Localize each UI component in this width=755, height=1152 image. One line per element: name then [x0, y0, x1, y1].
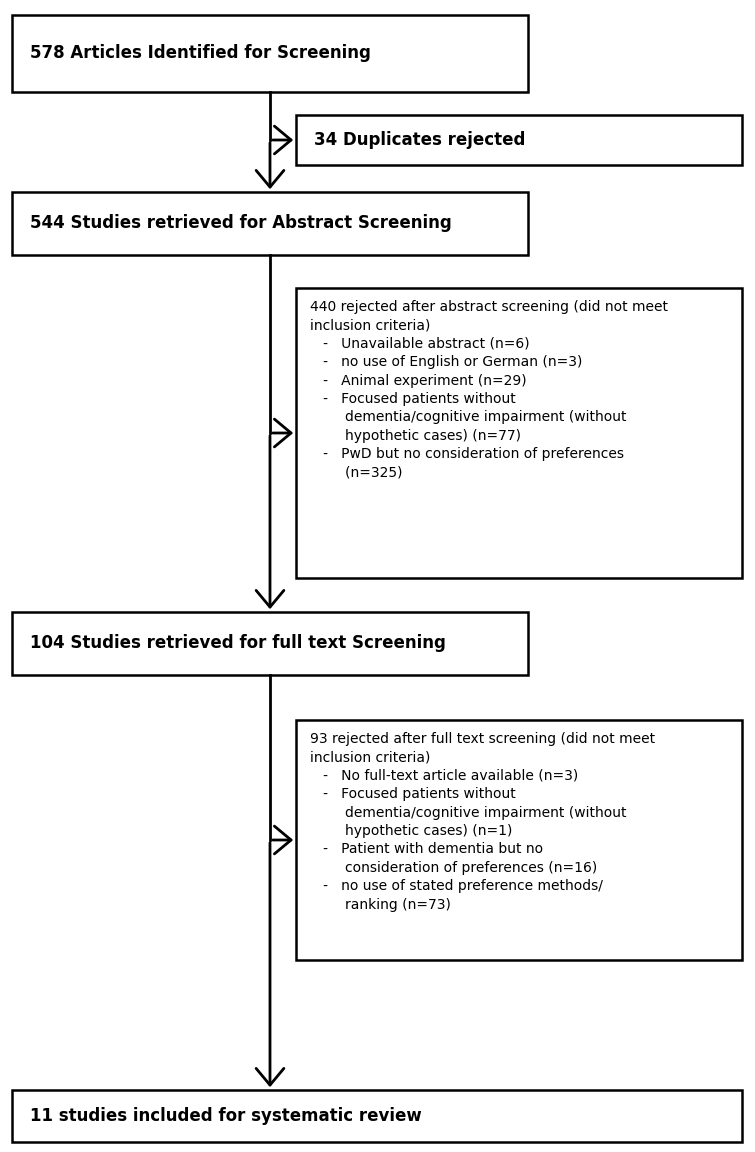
Bar: [12, 612, 528, 675]
Text: 544 Studies retrieved for Abstract Screening: 544 Studies retrieved for Abstract Scree…: [30, 214, 451, 233]
Bar: [12, 15, 528, 92]
Bar: [296, 288, 742, 578]
Text: 93 rejected after full text screening (did not meet
inclusion criteria)
   -   N: 93 rejected after full text screening (d…: [310, 732, 655, 911]
Bar: [12, 1090, 742, 1142]
Text: 104 Studies retrieved for full text Screening: 104 Studies retrieved for full text Scre…: [30, 635, 446, 652]
Bar: [12, 192, 528, 255]
Text: 440 rejected after abstract screening (did not meet
inclusion criteria)
   -   U: 440 rejected after abstract screening (d…: [310, 300, 668, 479]
Text: 34 Duplicates rejected: 34 Duplicates rejected: [314, 131, 525, 149]
Text: 578 Articles Identified for Screening: 578 Articles Identified for Screening: [30, 45, 371, 62]
Text: 11 studies included for systematic review: 11 studies included for systematic revie…: [30, 1107, 422, 1126]
Bar: [296, 720, 742, 960]
Bar: [296, 115, 742, 165]
